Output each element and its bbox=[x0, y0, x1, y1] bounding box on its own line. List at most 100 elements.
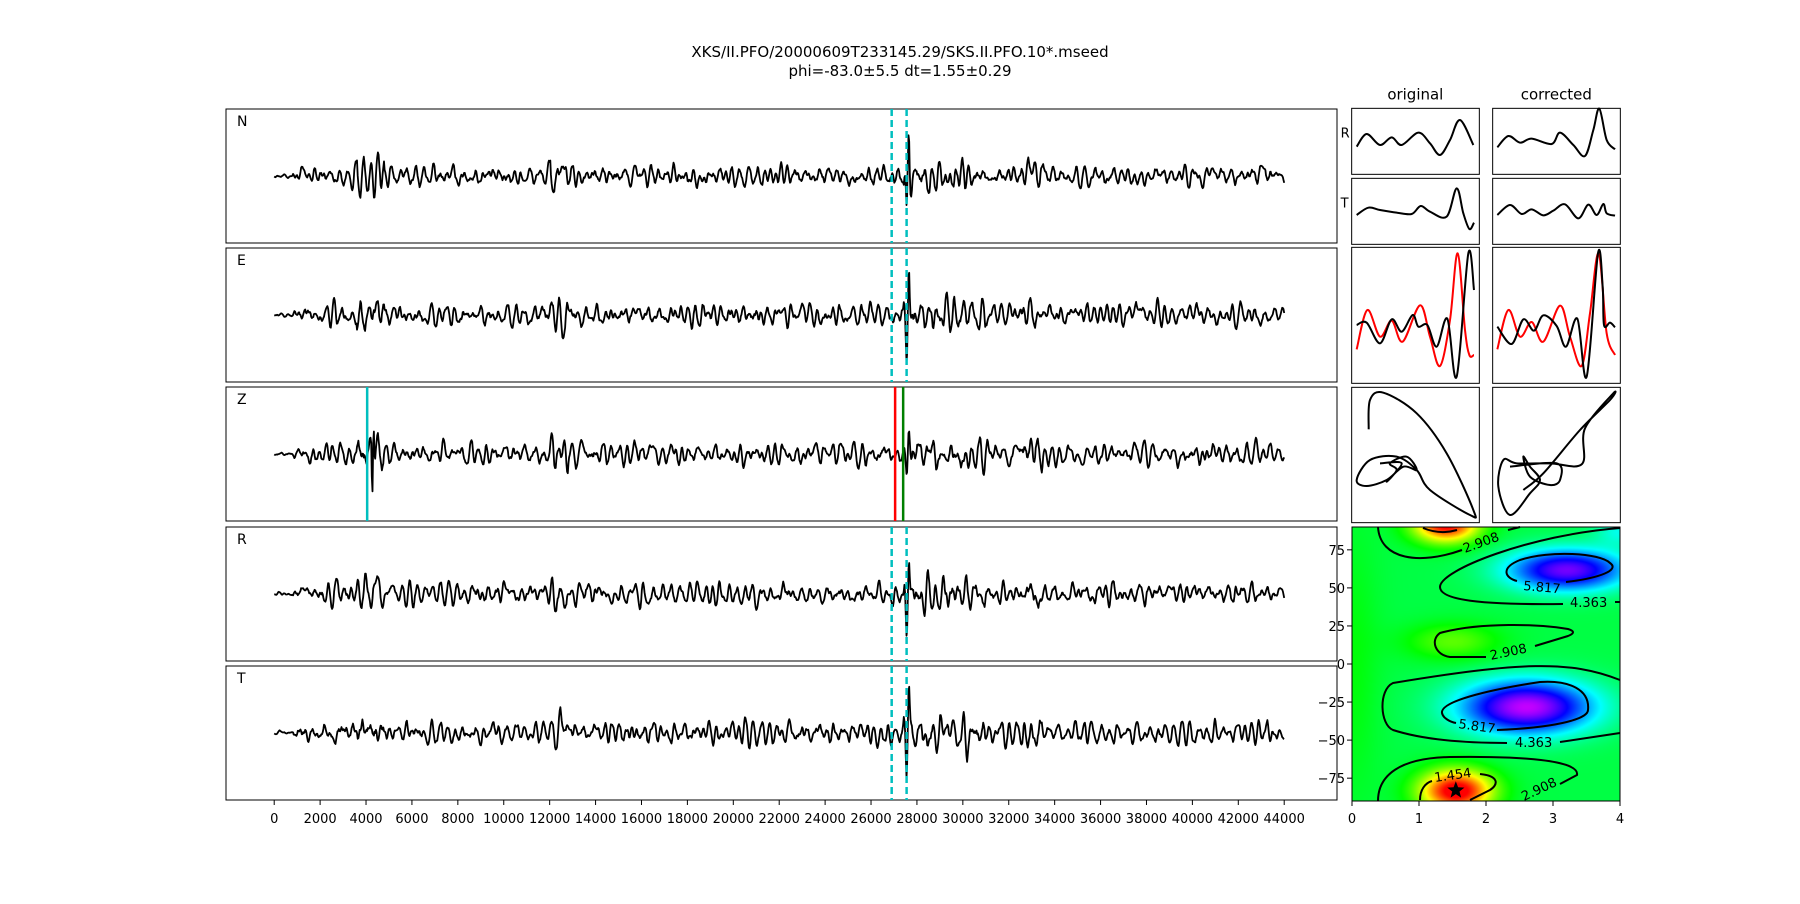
energy-heatmap bbox=[1352, 527, 1620, 801]
panel-frame bbox=[225, 108, 1338, 244]
panel-r-corrected bbox=[1492, 107, 1621, 175]
panel-t-corrected bbox=[1492, 177, 1621, 245]
panel-t: T bbox=[225, 665, 1338, 801]
contour-lines bbox=[1377, 526, 1621, 802]
contour-label: 5.817 bbox=[1457, 717, 1496, 737]
x-tick-label: 4000 bbox=[349, 812, 382, 827]
contour-line bbox=[1433, 624, 1574, 658]
seismogram-trace bbox=[273, 685, 1285, 779]
contour-label: 5.817 bbox=[1523, 579, 1561, 597]
y-tick-label: 0 bbox=[1337, 658, 1345, 673]
y-tick-label: 25 bbox=[1328, 620, 1345, 635]
seismogram-panels: N E Z R T bbox=[225, 108, 1338, 801]
y-tick-label: −75 bbox=[1318, 772, 1345, 787]
contour-line bbox=[1441, 680, 1590, 731]
panel-z: Z bbox=[225, 386, 1338, 522]
column-title-original: original bbox=[1387, 85, 1443, 103]
x-tick-label: 16000 bbox=[621, 812, 662, 827]
row-label-r: R bbox=[1341, 126, 1350, 141]
contour-label: 4.363 bbox=[1515, 736, 1552, 751]
trace-overlay-original-black bbox=[1356, 249, 1475, 379]
contour-line bbox=[1559, 732, 1621, 743]
panel-frame bbox=[225, 247, 1338, 383]
seismogram-trace bbox=[273, 562, 1286, 637]
panel-particle-original bbox=[1351, 386, 1480, 524]
x-tick-label: 4 bbox=[1616, 812, 1624, 827]
y-tick-label: 50 bbox=[1328, 582, 1345, 597]
trace-particle-corrected bbox=[1497, 390, 1617, 516]
x-tick-label: 30000 bbox=[942, 812, 983, 827]
panel-overlay-original bbox=[1351, 246, 1480, 384]
panel-e: E bbox=[225, 247, 1338, 383]
x-tick-label: 12000 bbox=[529, 812, 570, 827]
trace-overlay-original-red bbox=[1355, 252, 1475, 368]
trace-particle-original bbox=[1355, 391, 1477, 519]
seismogram-trace bbox=[273, 430, 1286, 493]
component-label: E bbox=[237, 253, 246, 269]
best-fit-star-marker bbox=[1447, 781, 1465, 798]
panel-r-original bbox=[1351, 107, 1480, 175]
row-label-t: T bbox=[1340, 196, 1349, 211]
x-tick-label: 38000 bbox=[1126, 812, 1167, 827]
figure-subtitle: phi=-83.0±5.5 dt=1.55±0.29 bbox=[788, 62, 1011, 80]
panel-particle-corrected bbox=[1492, 386, 1621, 524]
comparison-panels: original corrected R T bbox=[1340, 85, 1621, 524]
x-tick-label: 22000 bbox=[759, 812, 800, 827]
x-tick-label: 28000 bbox=[896, 812, 937, 827]
x-tick-label: 1 bbox=[1415, 812, 1423, 827]
panel-t-original bbox=[1351, 177, 1480, 245]
contour-label: 4.363 bbox=[1570, 596, 1607, 611]
figure-title: XKS/II.PFO/20000609T233145.29/SKS.II.PFO… bbox=[691, 43, 1108, 61]
contour-line bbox=[1469, 773, 1497, 801]
trace-t-corrected bbox=[1496, 202, 1616, 220]
x-tick-label: 24000 bbox=[804, 812, 845, 827]
energy-grid-panel: 2.908 5.817 4.363 2.908 5.817 4.363 1.45… bbox=[1318, 526, 1625, 827]
x-tick-label: 0 bbox=[270, 812, 278, 827]
x-tick-label: 18000 bbox=[667, 812, 708, 827]
trace-r-original bbox=[1355, 118, 1475, 156]
x-tick-label: 10000 bbox=[483, 812, 524, 827]
trace-overlay-corrected-black bbox=[1496, 248, 1616, 379]
x-tick-label: 34000 bbox=[1034, 812, 1075, 827]
component-label: R bbox=[237, 532, 247, 548]
panel-frame bbox=[225, 665, 1338, 801]
x-tick-label: 3 bbox=[1549, 812, 1557, 827]
contour-line bbox=[1377, 526, 1463, 560]
x-tick-label: 14000 bbox=[575, 812, 616, 827]
x-tick-label: 32000 bbox=[988, 812, 1029, 827]
seismogram-trace bbox=[273, 271, 1286, 364]
x-tick-label: 44000 bbox=[1264, 812, 1305, 827]
x-tick-label: 6000 bbox=[395, 812, 428, 827]
x-tick-label: 20000 bbox=[713, 812, 754, 827]
x-tick-label: 40000 bbox=[1172, 812, 1213, 827]
contour-line bbox=[1505, 552, 1614, 583]
contour-line bbox=[1381, 665, 1621, 744]
component-label: N bbox=[237, 114, 247, 130]
x-tick-label: 26000 bbox=[850, 812, 891, 827]
x-axis-ticks: 0 2000 4000 6000 8000 10000 12000 14000 16000 180… bbox=[270, 800, 1305, 827]
panel-n: N bbox=[225, 108, 1338, 244]
component-label: Z bbox=[237, 392, 247, 408]
contour-line bbox=[1377, 755, 1579, 802]
y-tick-label: −25 bbox=[1318, 696, 1345, 711]
seismogram-trace bbox=[273, 134, 1286, 207]
trace-t-original bbox=[1356, 187, 1475, 231]
energy-grid-ticks: 0 1 2 3 4 75 50 25 0 −25 −50 −75 bbox=[1318, 544, 1625, 827]
x-tick-label: 2000 bbox=[304, 812, 337, 827]
panel-frame bbox=[225, 386, 1338, 522]
contour-line bbox=[1419, 780, 1433, 801]
column-title-corrected: corrected bbox=[1521, 85, 1592, 103]
trace-overlay-corrected-red bbox=[1496, 252, 1616, 368]
x-tick-label: 2 bbox=[1482, 812, 1490, 827]
x-tick-label: 0 bbox=[1348, 812, 1356, 827]
trace-r-corrected bbox=[1496, 107, 1616, 158]
y-tick-label: 75 bbox=[1328, 544, 1345, 559]
contour-label: 1.454 bbox=[1433, 766, 1472, 786]
panel-frame bbox=[225, 526, 1338, 662]
contour-line bbox=[1438, 527, 1621, 606]
x-tick-label: 8000 bbox=[441, 812, 474, 827]
x-tick-label: 36000 bbox=[1080, 812, 1121, 827]
panel-r: R bbox=[225, 526, 1338, 662]
component-label: T bbox=[236, 671, 246, 687]
